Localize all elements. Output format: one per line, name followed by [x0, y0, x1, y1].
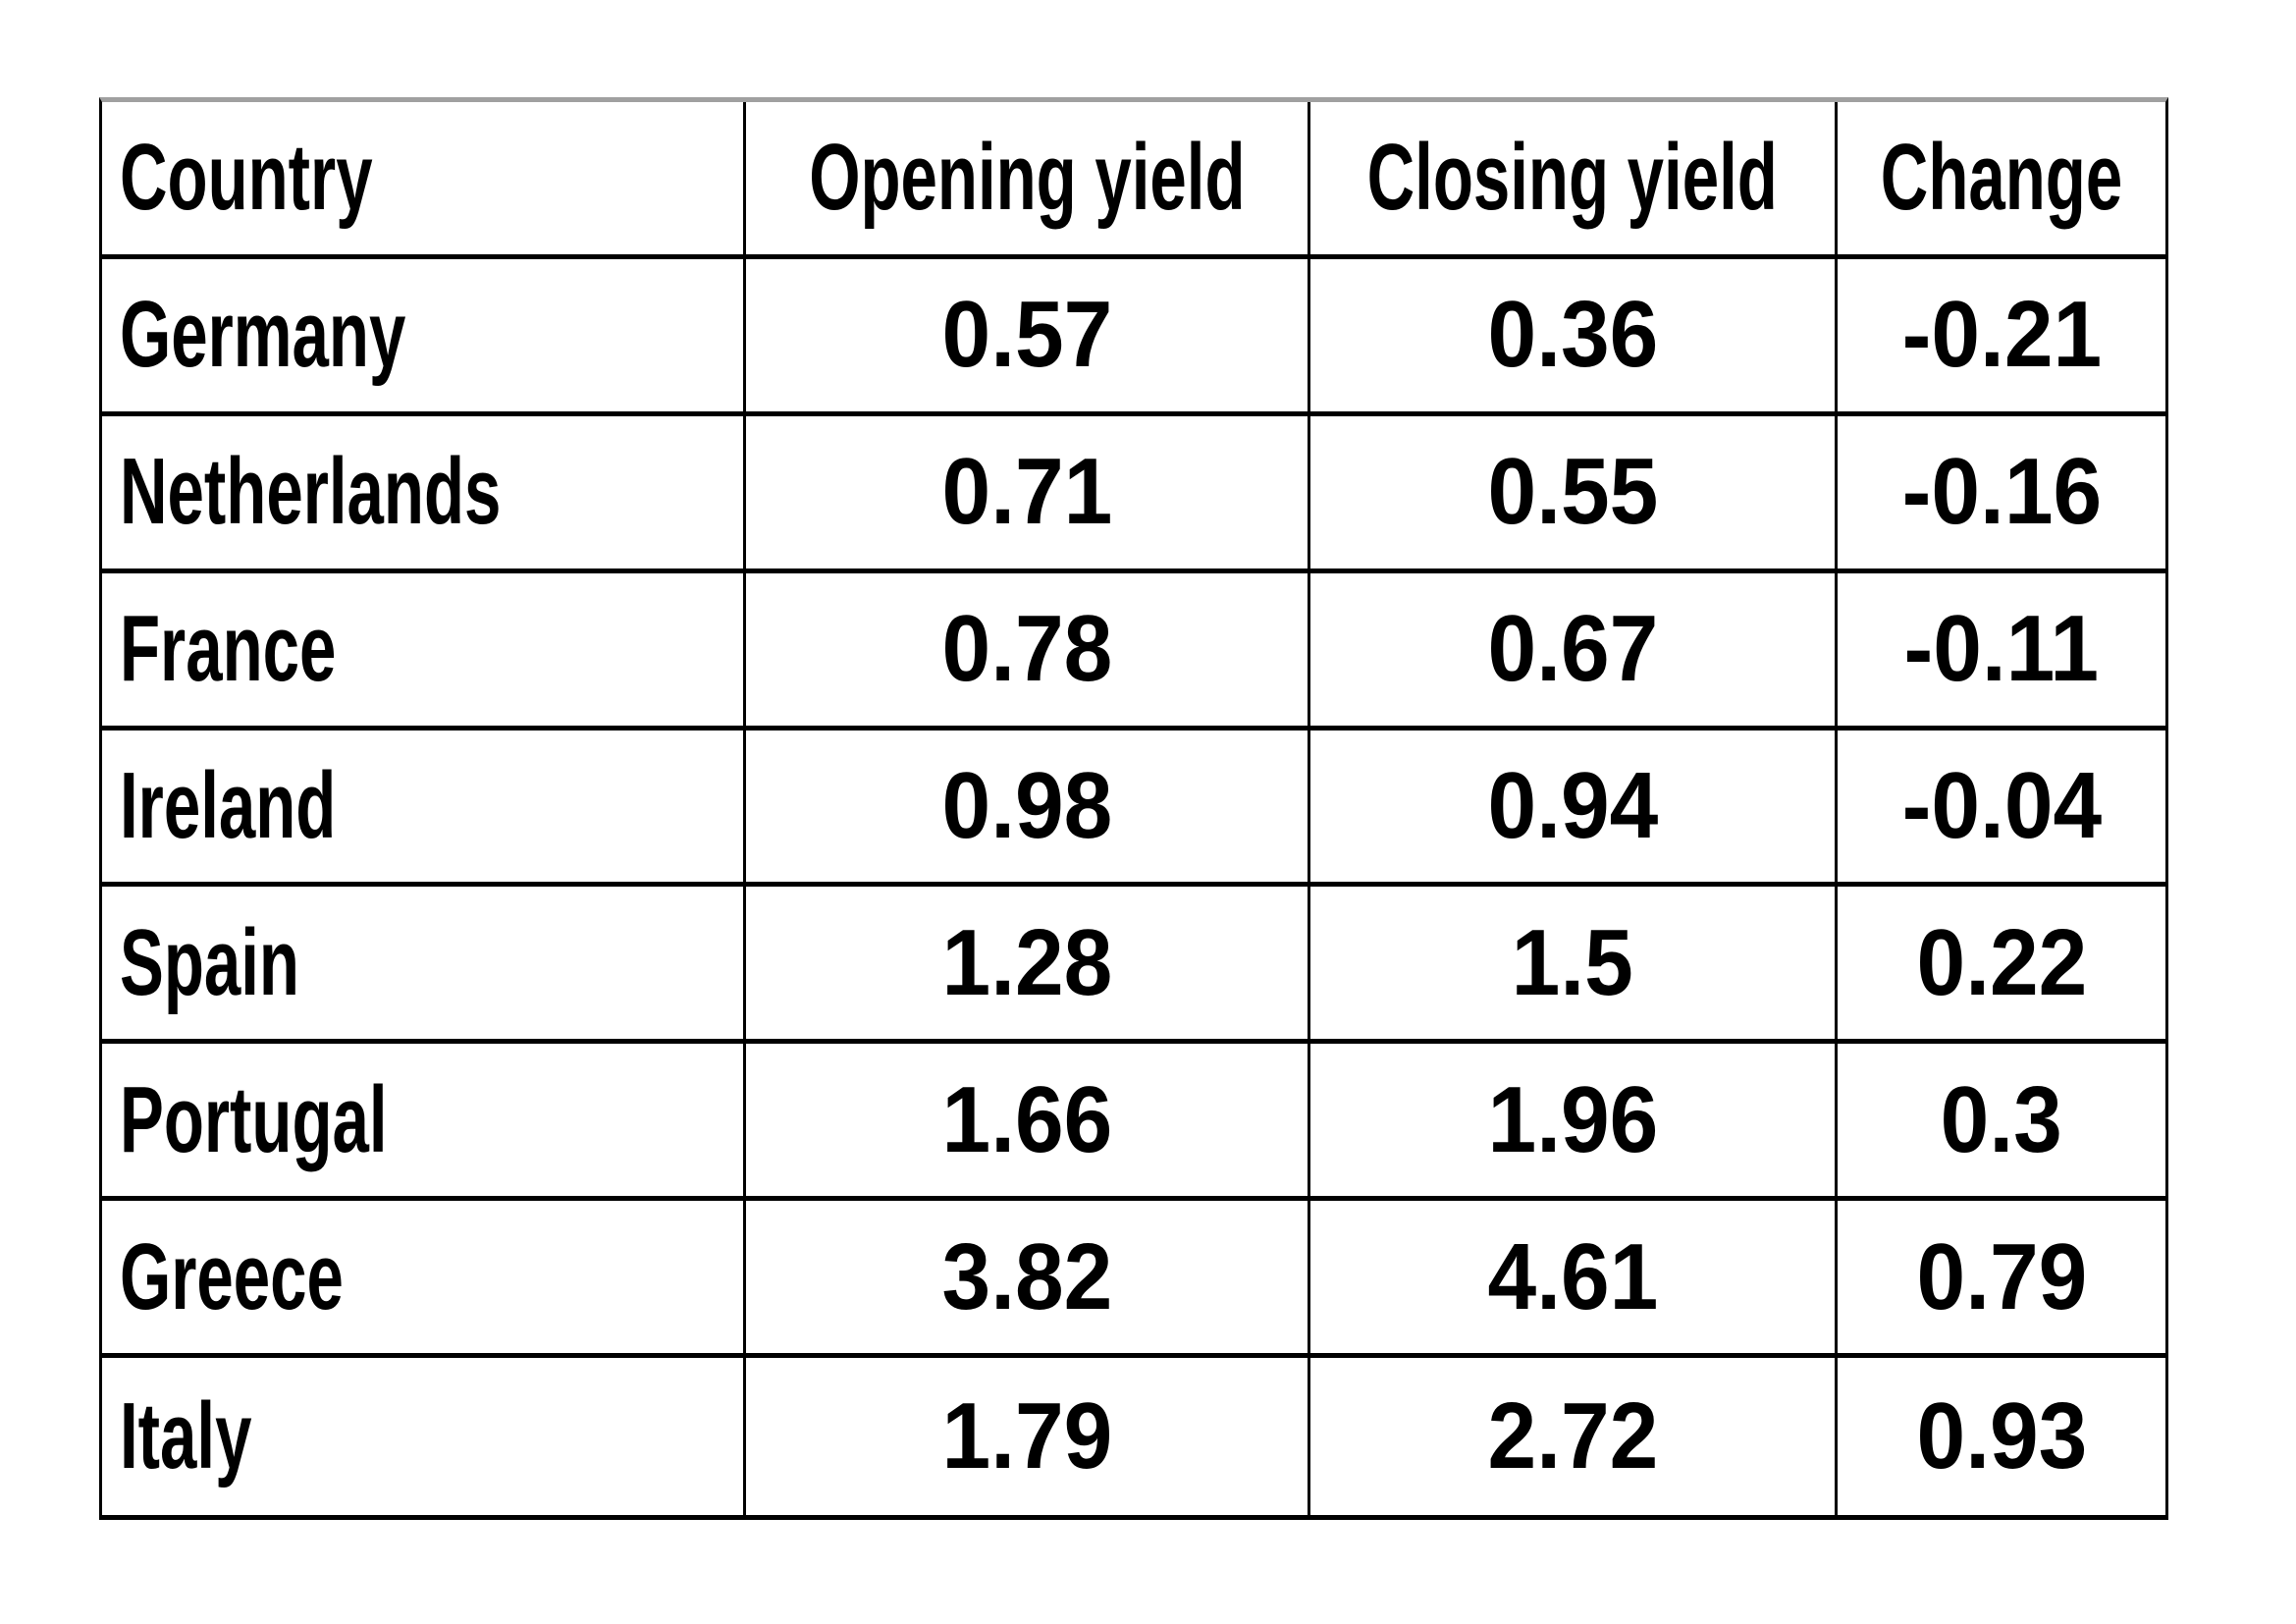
cell-spain-opening: 1.28: [746, 887, 1310, 1045]
value-text: 4.61: [1487, 1223, 1658, 1329]
row-label-spain: Spain: [102, 887, 746, 1045]
cell-france-opening: 0.78: [746, 572, 1310, 731]
column-header-label: Closing yield: [1366, 125, 1779, 231]
row-label-greece: Greece: [102, 1201, 746, 1359]
row-label-italy: Italy: [102, 1358, 746, 1515]
cell-ireland-closing: 0.94: [1310, 730, 1838, 888]
cell-spain-change: 0.22: [1838, 887, 2165, 1045]
cell-france-closing: 0.67: [1310, 572, 1838, 731]
row-label-germany: Germany: [102, 258, 746, 416]
value-text: -0.21: [1901, 282, 2102, 388]
value-text: 1.66: [941, 1066, 1112, 1172]
cell-france-change: -0.11: [1838, 573, 2165, 731]
value-text: -0.11: [1903, 596, 2100, 702]
cell-germany-change: -0.21: [1838, 259, 2165, 416]
cell-germany-closing: 0.36: [1310, 258, 1838, 416]
country-name: Italy: [120, 1383, 252, 1489]
country-name: Portugal: [120, 1066, 388, 1172]
value-text: 0.3: [1940, 1066, 2063, 1172]
cell-italy-opening: 1.79: [746, 1358, 1310, 1515]
value-text: 0.55: [1487, 439, 1658, 545]
country-name: Greece: [120, 1223, 344, 1329]
cell-germany-opening: 0.57: [746, 258, 1310, 416]
country-name: Germany: [120, 282, 406, 388]
cell-ireland-opening: 0.98: [746, 730, 1310, 888]
column-header-label: Change: [1880, 125, 2123, 231]
value-text: 1.28: [941, 909, 1112, 1015]
cell-spain-closing: 1.5: [1310, 887, 1838, 1045]
country-name: Netherlands: [120, 439, 502, 545]
value-text: 0.78: [941, 596, 1112, 702]
cell-netherlands-opening: 0.71: [746, 415, 1310, 573]
country-name: Spain: [120, 909, 299, 1015]
cell-netherlands-change: -0.16: [1838, 416, 2165, 573]
value-text: -0.16: [1901, 439, 2102, 545]
value-text: 1.96: [1487, 1066, 1658, 1172]
column-header-label: Opening yield: [808, 125, 1246, 231]
value-text: 0.98: [941, 752, 1112, 858]
column-header-country: Country: [102, 102, 746, 259]
value-text: 0.71: [941, 439, 1112, 545]
cell-italy-closing: 2.72: [1310, 1358, 1838, 1515]
value-text: 2.72: [1487, 1383, 1658, 1489]
row-label-ireland: Ireland: [102, 730, 746, 888]
column-header-label: Country: [120, 125, 373, 231]
cell-greece-change: 0.79: [1838, 1201, 2165, 1359]
value-text: 0.57: [941, 282, 1112, 388]
cell-greece-closing: 4.61: [1310, 1201, 1838, 1359]
column-header-change: Change: [1838, 102, 2165, 259]
value-text: 0.22: [1916, 909, 2087, 1015]
row-label-netherlands: Netherlands: [102, 415, 746, 573]
cell-portugal-closing: 1.96: [1310, 1044, 1838, 1202]
value-text: 0.67: [1487, 596, 1658, 702]
value-text: 0.36: [1487, 282, 1658, 388]
bond-yield-table: Country Opening yield Closing yield Chan…: [99, 97, 2168, 1520]
value-text: 3.82: [941, 1223, 1112, 1329]
cell-ireland-change: -0.04: [1838, 731, 2165, 888]
column-header-opening-yield: Opening yield: [746, 102, 1310, 259]
country-name: Ireland: [120, 752, 337, 858]
cell-greece-opening: 3.82: [746, 1201, 1310, 1359]
value-text: 0.93: [1916, 1383, 2087, 1489]
row-label-portugal: Portugal: [102, 1044, 746, 1202]
value-text: 1.5: [1511, 909, 1634, 1015]
value-text: 1.79: [941, 1383, 1112, 1489]
value-text: 0.94: [1487, 752, 1658, 858]
cell-italy-change: 0.93: [1838, 1358, 2165, 1515]
row-label-france: France: [102, 572, 746, 731]
cell-netherlands-closing: 0.55: [1310, 415, 1838, 573]
value-text: 0.79: [1916, 1223, 2087, 1329]
column-header-closing-yield: Closing yield: [1310, 102, 1838, 259]
value-text: -0.04: [1901, 752, 2102, 858]
cell-portugal-change: 0.3: [1838, 1044, 2165, 1202]
country-name: France: [120, 596, 337, 702]
cell-portugal-opening: 1.66: [746, 1044, 1310, 1202]
